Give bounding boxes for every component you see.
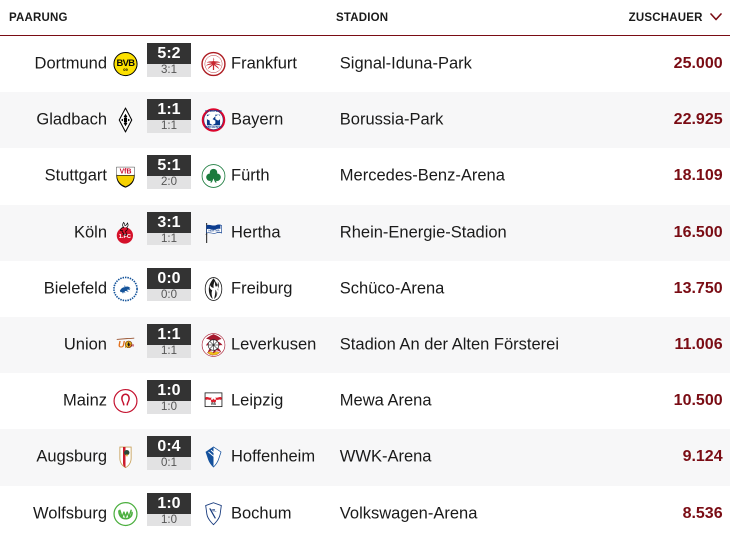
svg-text:RB: RB bbox=[211, 402, 216, 406]
svg-text:HERTHA: HERTHA bbox=[208, 228, 219, 232]
svg-text:09: 09 bbox=[123, 67, 128, 72]
svg-text:on: on bbox=[129, 342, 134, 347]
svg-text:U: U bbox=[118, 340, 125, 350]
svg-text:VfL: VfL bbox=[210, 508, 217, 512]
svg-text:VfB: VfB bbox=[119, 169, 131, 176]
svg-text:MUENCHEN: MUENCHEN bbox=[205, 125, 222, 129]
